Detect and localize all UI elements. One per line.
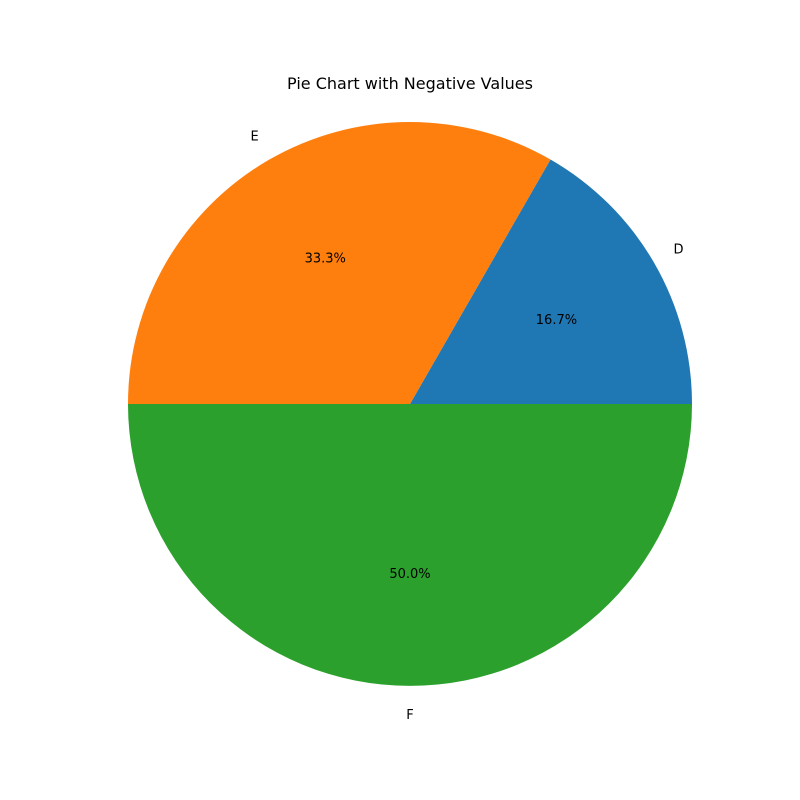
slice-label-f: F [406, 708, 413, 723]
slice-label-e: E [251, 130, 259, 145]
slice-percent-f: 50.0% [389, 567, 430, 582]
slice-percent-e: 33.3% [305, 252, 346, 267]
pie-slice-f [128, 404, 692, 686]
pie-labels: D 16.7% E 33.3% F 50.0% [251, 130, 684, 724]
pie-slices [128, 121, 692, 686]
pie-slice-d [410, 159, 692, 404]
slice-label-d: D [673, 243, 683, 258]
chart-title: Pie Chart with Negative Values [287, 74, 533, 93]
pie-slice-e [128, 121, 551, 404]
slice-percent-d: 16.7% [536, 313, 577, 328]
